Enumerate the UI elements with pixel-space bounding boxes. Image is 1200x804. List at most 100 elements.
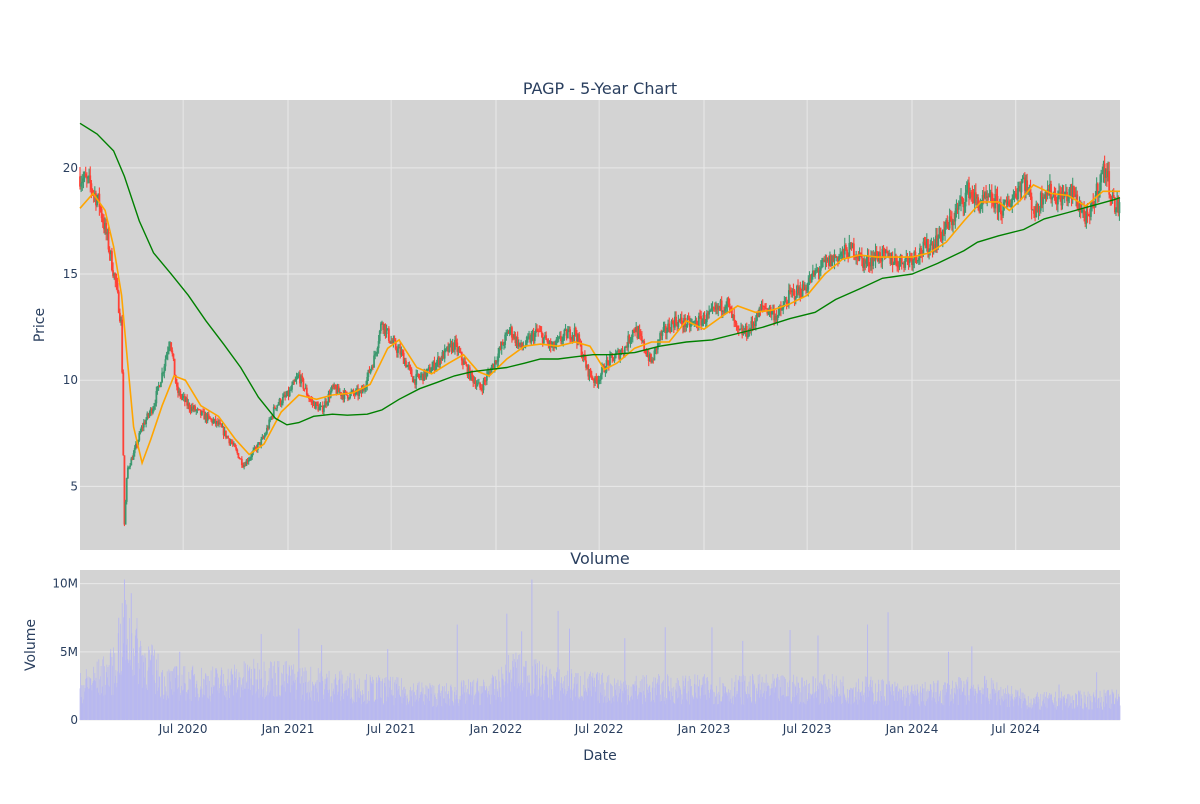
price-y-axis-title: Price [32,308,48,342]
price-plot-area [80,100,1120,550]
candle-body-up [599,374,602,380]
candle-body-up [276,405,279,409]
candle-body-down [177,386,179,393]
candle-body-up [165,354,168,360]
candle-body-down [537,330,540,332]
candle-body-down [242,465,244,467]
candle-body-down [606,360,609,362]
candle-body-down [360,389,363,394]
candle-body-up [710,308,713,311]
candle-body-up [145,419,148,425]
candle-body-up [169,342,171,348]
candle-body-down [239,458,242,460]
candle-body-down [940,234,943,241]
candle-body-down [876,256,879,261]
candle-body-down [943,230,945,235]
candle-body-up [1010,203,1013,208]
candle-body-down [186,398,189,406]
candle-body-up [848,243,851,259]
candle-body-down [830,255,832,266]
candle-body-up [1025,180,1027,191]
candle-body-up [413,379,415,383]
candle-body-down [236,449,239,454]
candle-body-up [434,366,437,371]
candle-body-down [757,311,760,318]
candle-body-down [785,301,788,304]
candle-body-up [694,321,697,323]
candle-body-up [193,406,195,410]
candle-body-up [613,358,616,362]
candle-body-down [596,380,599,384]
candle-body-down [733,314,736,321]
candle-body-up [292,381,295,385]
candle-body-up [509,327,512,330]
candle-body-up [573,327,576,336]
candle-body-up [367,369,370,377]
candle-body-up [958,201,961,205]
candle-body-down [90,183,93,190]
candle-body-down [191,406,194,410]
candle-body-up [772,310,774,312]
candle-body-down [927,239,929,255]
candle-body-down [880,260,883,262]
volume-y-tick-label: 10M [52,577,78,591]
candle-body-up [767,311,770,314]
candle-body-up [604,371,607,373]
candle-body-down [158,385,161,388]
candle-body-up [196,408,199,411]
candle-body-up [146,413,149,420]
candle-body-up [960,196,962,202]
candle-body-up [768,307,771,312]
candle-body-down [98,193,101,207]
candle-body-down [1108,171,1111,195]
candle-body-up [835,256,838,258]
candle-body-up [534,329,537,334]
candle-body-down [317,404,320,411]
candle-body-up [941,230,944,241]
candle-body-down [660,333,663,336]
candle-body-up [517,342,520,347]
candle-body-up [776,316,779,320]
candle-body-down [472,376,475,383]
candle-body-down [313,402,316,409]
candle-body-down [832,255,835,262]
candle-body-up [1091,202,1093,204]
candle-body-up [564,329,567,331]
candle-body-down [395,348,398,353]
candle-body-up [824,259,827,262]
candle-body-down [792,290,795,292]
candle-body-down [99,206,102,209]
candle-body-up [744,325,747,334]
candle-body-up [986,196,989,198]
candle-body-down [729,306,732,309]
candle-body-up [976,197,978,199]
candle-body-up [1111,195,1114,199]
candle-body-up [212,420,215,424]
candle-body-up [490,367,493,374]
candle-body-down [203,411,206,420]
candle-body-up [283,394,285,397]
candle-body-down [259,442,261,446]
candle-body-up [343,391,346,400]
candle-body-down [1084,215,1087,224]
candle-body-down [735,322,738,326]
candle-body-up [617,350,619,352]
candle-body-up [833,256,836,262]
candle-body-up [204,414,207,420]
candle-body-down [450,343,453,352]
candle-body-down [823,259,826,262]
candle-body-up [129,465,132,468]
candle-body-up [677,320,680,327]
candle-body-up [400,351,403,355]
candle-body-down [394,340,397,349]
volume-x-tick-label: Jul 2024 [990,722,1040,736]
candle-body-up [166,351,169,355]
candle-body-up [164,359,167,367]
candle-body-up [577,334,579,343]
volume-bars [79,579,1121,720]
candle-body-down [1110,197,1113,199]
candle-body-down [389,340,391,344]
candle-body-down [402,352,405,364]
candle-body-up [732,314,734,319]
